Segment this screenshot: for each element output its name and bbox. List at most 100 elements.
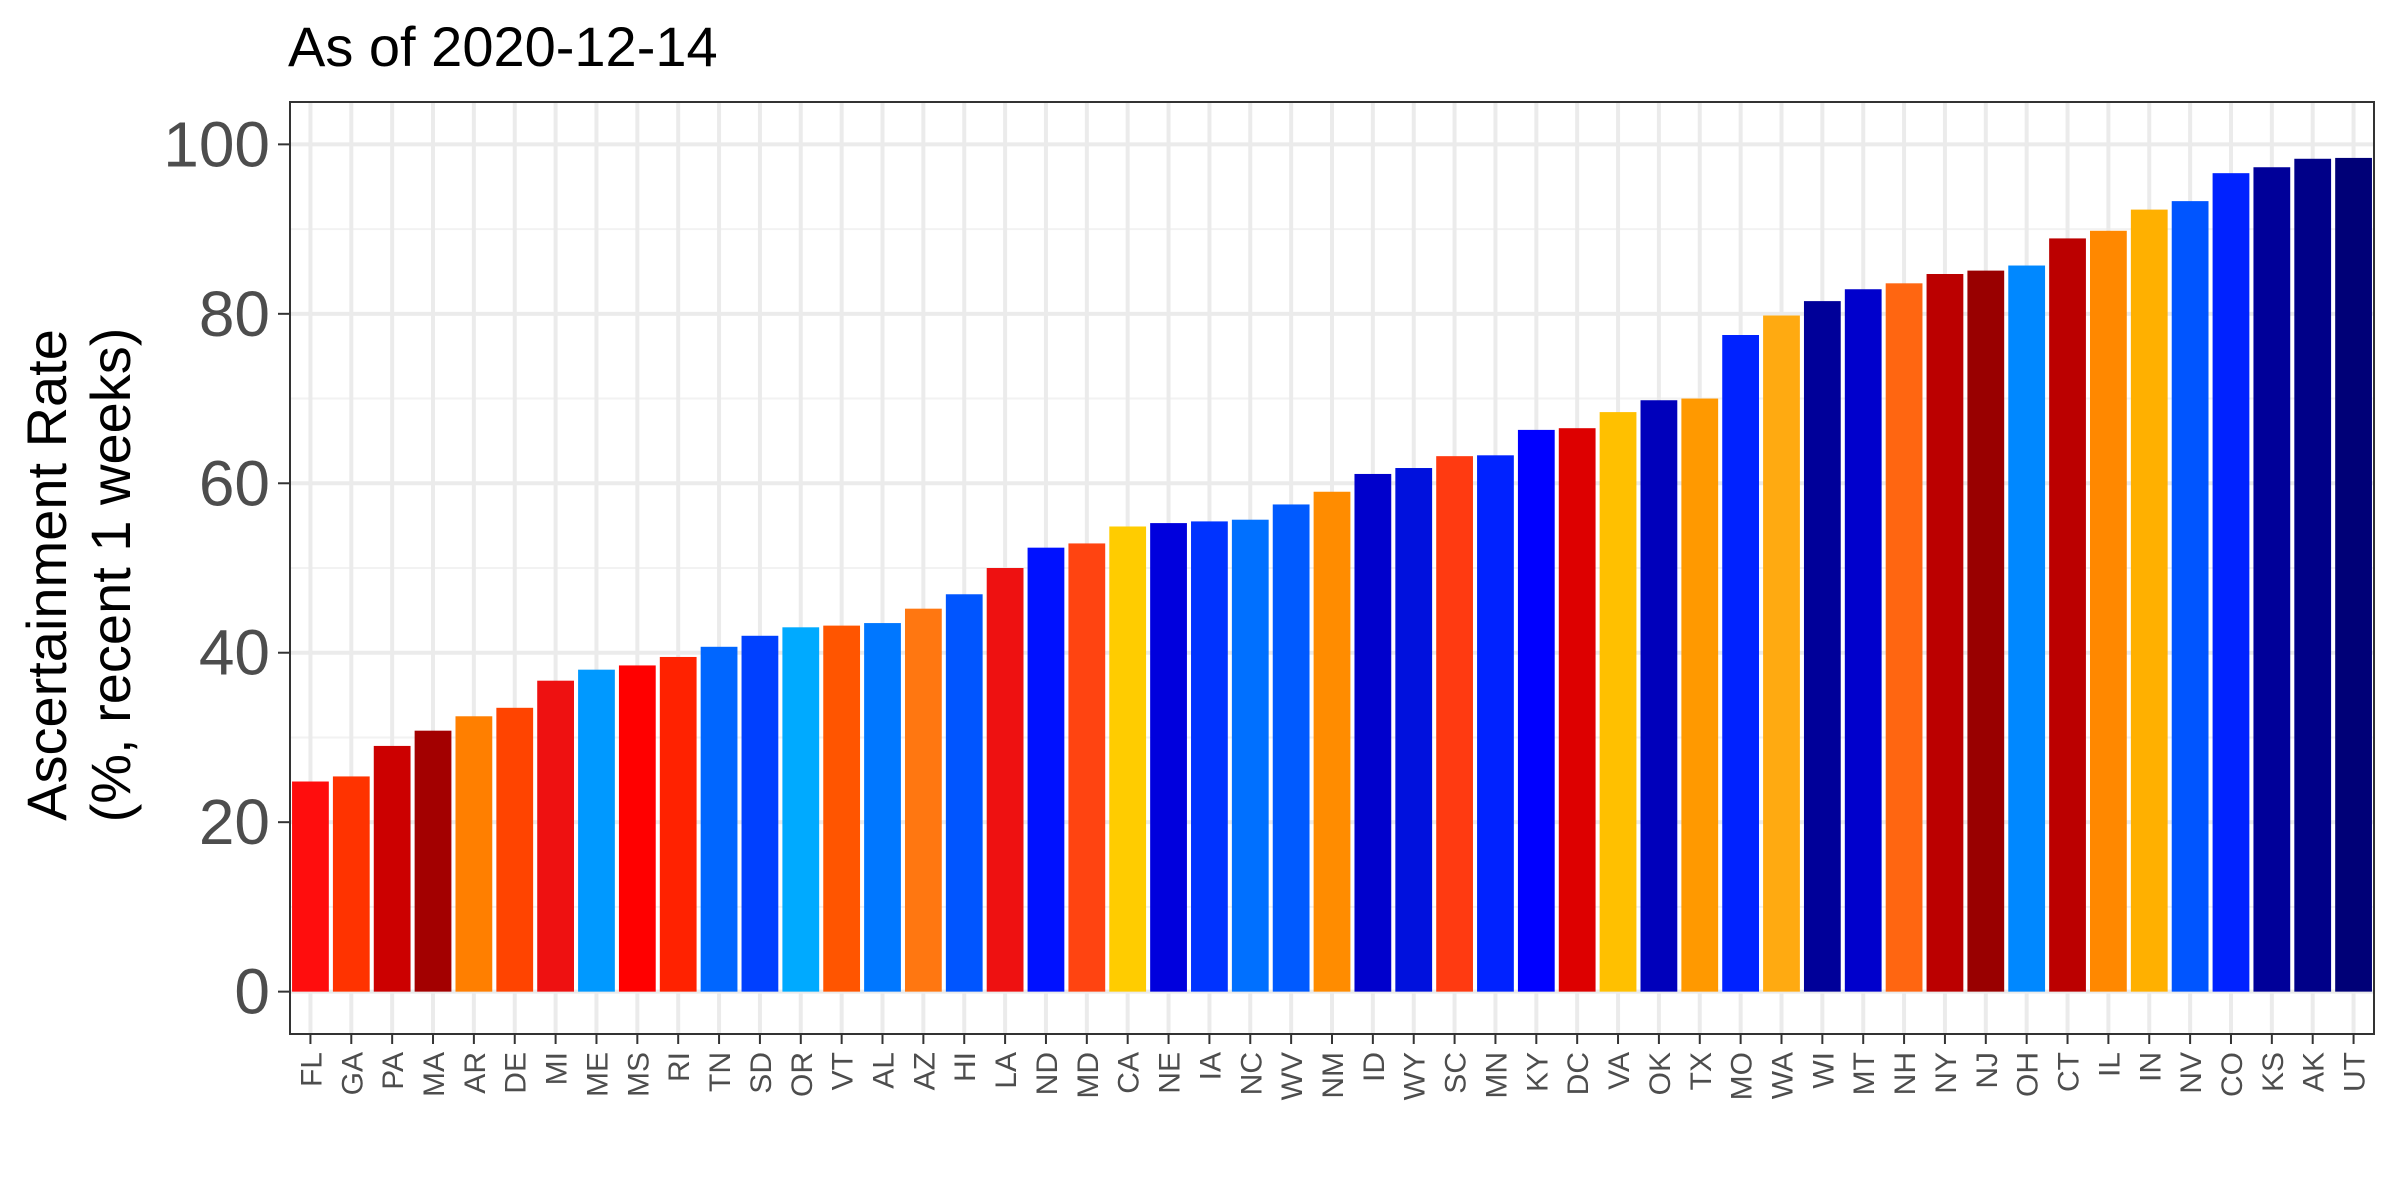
x-tick-label-nm: NM <box>1317 1052 1350 1099</box>
bar-tx <box>1681 398 1719 992</box>
bar-in <box>2130 209 2168 992</box>
x-tick-label-ms: MS <box>622 1052 655 1097</box>
y-tick-label: 80 <box>199 278 270 350</box>
x-tick-label-la: LA <box>990 1052 1023 1089</box>
y-tick-label: 40 <box>199 617 270 689</box>
bar-la <box>986 568 1024 992</box>
x-tick-label-wa: WA <box>1766 1052 1799 1099</box>
bar-va <box>1599 412 1637 992</box>
x-tick-label-tx: TX <box>1685 1052 1718 1090</box>
x-tick-label-ga: GA <box>336 1052 369 1095</box>
x-tick-label-pa: PA <box>377 1052 410 1090</box>
x-tick-label-al: AL <box>868 1052 901 1089</box>
y-axis-label-line1: Ascertainment Rate <box>15 329 78 821</box>
x-tick-label-ar: AR <box>459 1052 492 1094</box>
bar-ca <box>1109 526 1147 992</box>
bar-az <box>904 608 942 992</box>
bar-ma <box>414 730 452 992</box>
x-tick-label-ny: NY <box>1930 1052 1963 1094</box>
x-tick-label-ne: NE <box>1154 1052 1187 1094</box>
x-tick-label-nj: NJ <box>1971 1052 2004 1089</box>
x-tick-label-ca: CA <box>1113 1052 1146 1094</box>
x-tick-label-ct: CT <box>2053 1052 2086 1092</box>
x-tick-label-oh: OH <box>2012 1052 2045 1097</box>
bar-nv <box>2171 201 2209 992</box>
bar-wy <box>1395 468 1433 992</box>
x-tick-label-wy: WY <box>1399 1052 1432 1100</box>
bars-group <box>292 157 2372 992</box>
y-axis: 0 20 40 60 80 100 <box>163 108 290 1028</box>
bar-ga <box>332 776 370 992</box>
bar-mn <box>1477 455 1514 992</box>
x-tick-label-sc: SC <box>1440 1052 1473 1094</box>
x-tick-label-md: MD <box>1072 1052 1105 1099</box>
bar-nh <box>1885 283 1923 992</box>
bar-sd <box>741 635 779 992</box>
bar-ky <box>1517 429 1555 992</box>
x-tick-label-in: IN <box>2134 1052 2167 1082</box>
bar-ks <box>2253 167 2291 992</box>
bar-ok <box>1640 400 1678 992</box>
x-tick-label-de: DE <box>500 1052 533 1094</box>
bar-ri <box>659 656 697 992</box>
x-tick-label-id: ID <box>1358 1052 1391 1082</box>
y-tick-label: 0 <box>234 956 270 1028</box>
bar-vt <box>823 625 861 992</box>
chart-title: As of 2020-12-14 <box>288 15 718 78</box>
x-tick-label-nh: NH <box>1889 1052 1922 1095</box>
bar-ms <box>618 665 656 992</box>
x-tick-label-or: OR <box>786 1052 819 1097</box>
x-tick-label-va: VA <box>1603 1052 1636 1090</box>
bar-hi <box>945 594 983 992</box>
x-axis: FL GA PA MA AR DE MI ME MS RI TN SD OR VT AL AZ HI LA ND MD… <box>295 1034 2372 1100</box>
bar-ia <box>1191 521 1228 992</box>
x-tick-label-ma: MA <box>418 1052 451 1097</box>
x-tick-label-sd: SD <box>745 1052 778 1094</box>
x-tick-label-ak: AK <box>2298 1052 2331 1092</box>
x-tick-label-fl: FL <box>295 1052 328 1087</box>
bar-md <box>1068 543 1106 992</box>
bar-nd <box>1027 547 1065 992</box>
y-axis-label-line2: (%, recent 1 weeks) <box>79 328 142 823</box>
bar-mi <box>537 680 574 992</box>
bar-ny <box>1926 273 1964 992</box>
x-tick-label-hi: HI <box>949 1052 982 1082</box>
x-tick-label-il: IL <box>2093 1052 2126 1077</box>
bar-sc <box>1436 456 1473 992</box>
bar-ct <box>2049 238 2086 992</box>
bar-nj <box>1967 270 2005 992</box>
bar-pa <box>373 745 411 992</box>
x-tick-label-co: CO <box>2216 1052 2249 1097</box>
bar-nc <box>1231 519 1269 992</box>
x-tick-label-vt: VT <box>827 1052 860 1090</box>
bar-fl <box>292 781 329 992</box>
x-tick-label-ia: IA <box>1194 1052 1227 1080</box>
bar-al <box>864 623 901 992</box>
x-tick-label-nc: NC <box>1235 1052 1268 1095</box>
bar-id <box>1354 473 1392 992</box>
x-tick-label-nd: ND <box>1031 1052 1064 1095</box>
bar-il <box>2090 230 2127 992</box>
y-tick-label: 100 <box>163 108 270 180</box>
x-tick-label-ok: OK <box>1644 1052 1677 1095</box>
bar-mt <box>1844 289 1882 992</box>
bar-wv <box>1272 504 1310 992</box>
x-tick-label-ri: RI <box>663 1052 696 1082</box>
x-tick-label-wi: WI <box>1807 1052 1840 1089</box>
bar-tn <box>700 646 738 992</box>
bar-de <box>496 707 534 992</box>
x-tick-label-mo: MO <box>1726 1052 1759 1100</box>
bar-oh <box>2008 265 2046 992</box>
y-tick-label: 60 <box>199 447 270 519</box>
bar-wi <box>1803 301 1841 992</box>
x-tick-label-ks: KS <box>2257 1052 2290 1092</box>
x-tick-label-mi: MI <box>541 1052 574 1085</box>
x-tick-label-dc: DC <box>1562 1052 1595 1095</box>
bar-or <box>782 627 820 992</box>
bar-me <box>578 669 615 992</box>
bar-ne <box>1150 523 1187 992</box>
bar-mo <box>1722 335 1760 992</box>
x-tick-label-tn: TN <box>704 1052 737 1092</box>
x-tick-label-wv: WV <box>1276 1052 1309 1100</box>
